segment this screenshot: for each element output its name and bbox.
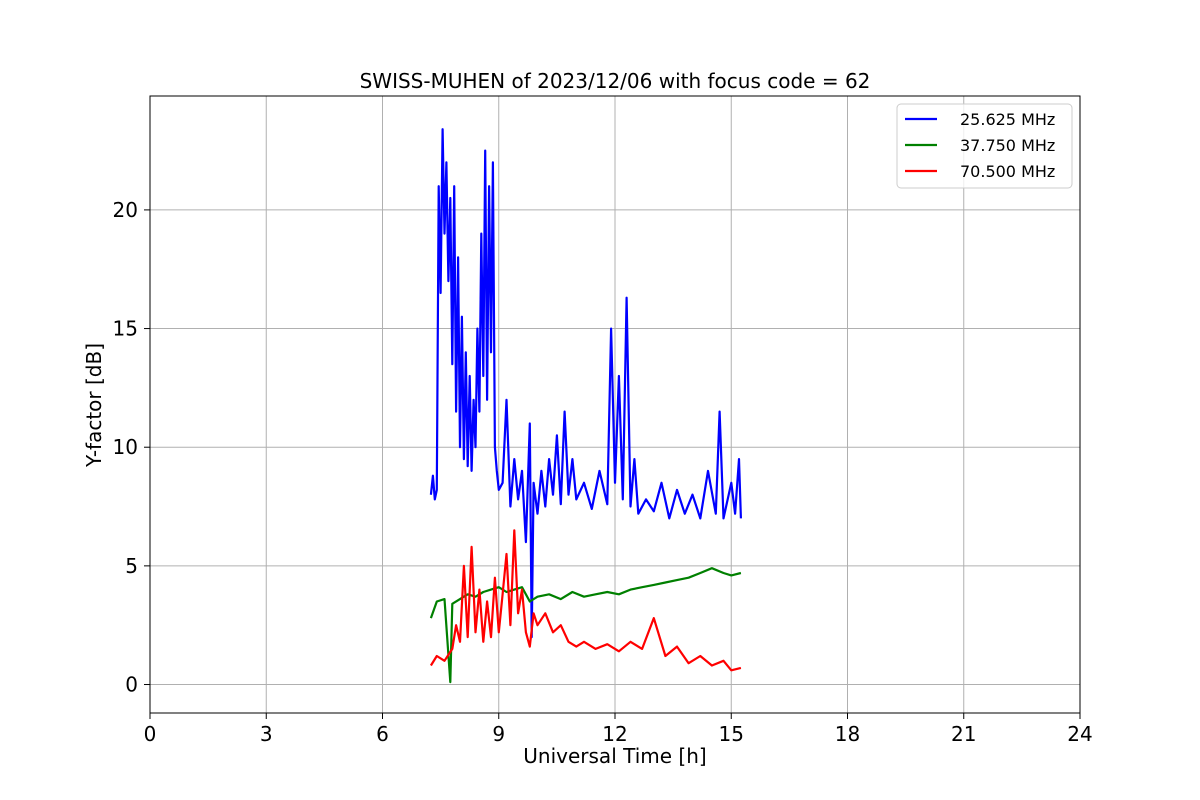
- x-tick-label: 18: [835, 722, 860, 746]
- x-tick-label: 6: [376, 722, 389, 746]
- x-tick-label: 21: [951, 722, 976, 746]
- chart-title: SWISS-MUHEN of 2023/12/06 with focus cod…: [360, 69, 871, 93]
- x-tick-label: 3: [260, 722, 273, 746]
- y-tick-label: 15: [113, 317, 138, 341]
- plot-area: [429, 128, 742, 684]
- x-tick-label: 12: [602, 722, 627, 746]
- legend-box: [896, 103, 1073, 189]
- legend: 25.625 MHz 37.750 MHz 70.500 MHz: [896, 103, 1073, 189]
- x-axis-label: Universal Time [h]: [523, 744, 706, 768]
- y-tick-label: 20: [113, 198, 138, 222]
- x-tick-label: 9: [492, 722, 505, 746]
- y-tick-label: 5: [125, 554, 138, 578]
- x-axis: 0 3 6 9 12 15 18 21 24: [144, 713, 1093, 746]
- legend-entry-0: 25.625 MHz: [960, 110, 1055, 129]
- x-tick-label: 15: [719, 722, 744, 746]
- series-line-1: [429, 567, 742, 684]
- x-tick-label: 0: [144, 722, 157, 746]
- series-line-0: [429, 128, 742, 639]
- y-tick-label: 0: [125, 673, 138, 697]
- y-tick-label: 10: [113, 435, 138, 459]
- y-axis-label: Y-factor [dB]: [82, 343, 106, 468]
- legend-entry-1: 37.750 MHz: [960, 136, 1055, 155]
- grid: [149, 96, 1081, 713]
- x-tick-label: 24: [1067, 722, 1092, 746]
- series-line-2: [429, 529, 742, 672]
- y-axis: 0 5 10 15 20: [113, 198, 150, 697]
- legend-entry-2: 70.500 MHz: [960, 162, 1055, 181]
